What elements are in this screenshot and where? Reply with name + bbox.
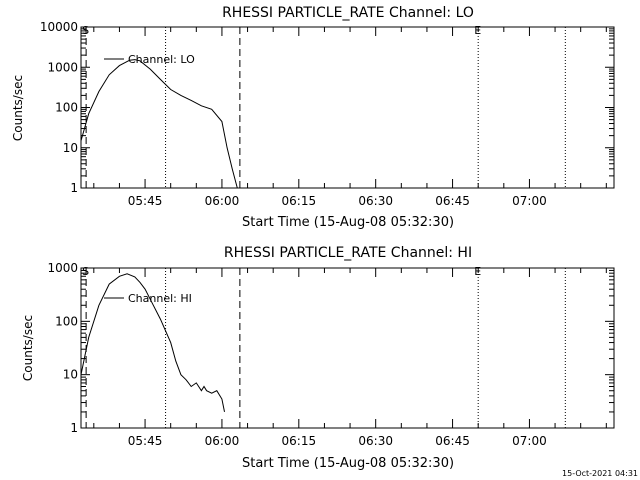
y-axis-label: Counts/sec bbox=[11, 75, 25, 141]
plot-group bbox=[80, 59, 238, 189]
x-tick-label: 06:00 bbox=[205, 434, 240, 448]
plot-frame bbox=[80, 26, 615, 189]
footer-timestamp: 15-Oct-2021 04:31 bbox=[562, 469, 638, 478]
series-line bbox=[80, 59, 238, 189]
x-tick-label: 06:15 bbox=[282, 434, 317, 448]
x-tick-label: 06:45 bbox=[435, 194, 470, 208]
y-tick-label: 1 bbox=[70, 421, 78, 435]
legend-label: Channel: LO bbox=[128, 53, 195, 66]
y-tick-label: 1 bbox=[70, 181, 78, 195]
chart-panel-lo: RHESSI PARTICLE_RATE Channel: LO Counts/… bbox=[11, 5, 615, 230]
y-tick-label: 10000 bbox=[40, 20, 78, 34]
series-line bbox=[80, 273, 225, 412]
x-tick-label: 05:45 bbox=[128, 194, 163, 208]
y-tick-label: 1000 bbox=[47, 60, 78, 74]
x-axis-label: Start Time (15-Aug-08 05:32:30) bbox=[242, 215, 454, 230]
y-tick-label: 100 bbox=[55, 314, 78, 328]
y-axis-label: Counts/sec bbox=[21, 315, 35, 381]
tick-group: 1 10 100 1000 05:45 06:00 06:15 06:30 06:45 07:00 bbox=[47, 261, 614, 448]
y-tick-label: 10 bbox=[63, 368, 78, 382]
marker-label: E bbox=[474, 265, 481, 278]
x-tick-label: 06:15 bbox=[282, 194, 317, 208]
marker-label: S bbox=[82, 265, 89, 278]
marker-label: S bbox=[82, 24, 89, 37]
y-tick-label: 100 bbox=[55, 101, 78, 115]
chart-panel-hi: RHESSI PARTICLE_RATE Channel: HI Counts/… bbox=[21, 245, 615, 471]
x-tick-label: 06:00 bbox=[205, 194, 240, 208]
x-tick-label: 06:30 bbox=[358, 194, 393, 208]
plot-frame bbox=[80, 267, 615, 429]
x-axis-label: Start Time (15-Aug-08 05:32:30) bbox=[242, 456, 454, 471]
plot-group bbox=[80, 273, 225, 412]
legend-label: Channel: HI bbox=[128, 292, 192, 305]
x-tick-label: 06:30 bbox=[358, 434, 393, 448]
chart-title: RHESSI PARTICLE_RATE Channel: HI bbox=[224, 245, 472, 261]
x-tick-label: 07:00 bbox=[512, 434, 547, 448]
y-tick-label: 1000 bbox=[47, 261, 78, 275]
x-tick-label: 05:45 bbox=[128, 434, 163, 448]
chart-title: RHESSI PARTICLE_RATE Channel: LO bbox=[222, 5, 474, 21]
x-tick-label: 07:00 bbox=[512, 194, 547, 208]
marker-label: E bbox=[474, 24, 481, 37]
x-tick-label: 06:45 bbox=[435, 434, 470, 448]
y-tick-label: 10 bbox=[63, 141, 78, 155]
tick-group: 1 10 100 1000 10000 05:45 06:00 06:15 06:30 06:45… bbox=[40, 20, 614, 208]
